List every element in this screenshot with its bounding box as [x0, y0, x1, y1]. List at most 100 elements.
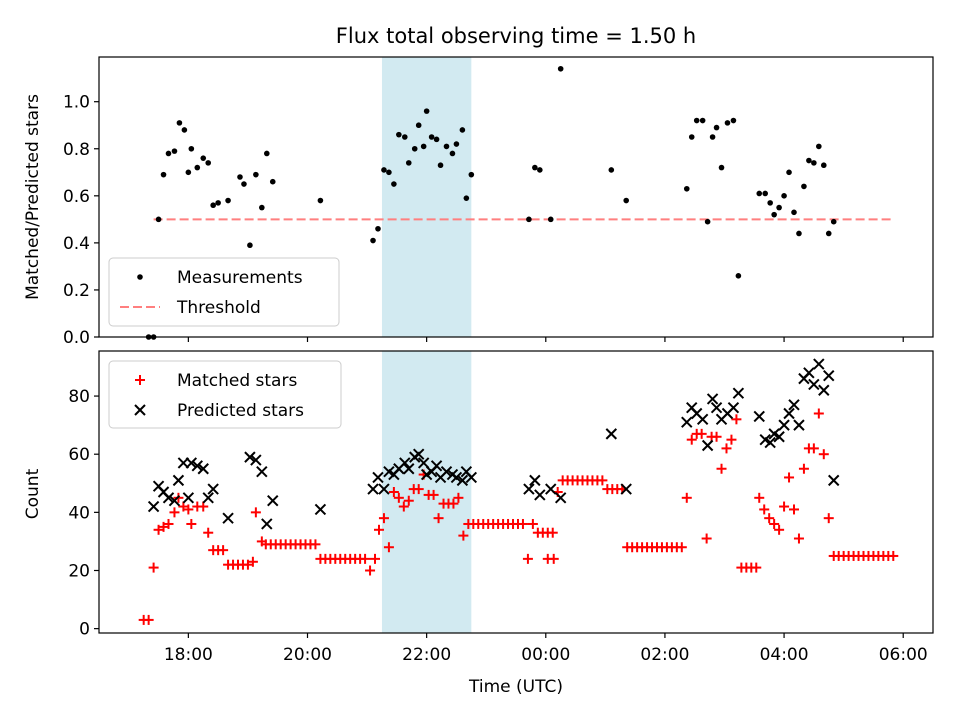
axes-frame-1 [98, 56, 934, 338]
legends: Measurements Threshold Matched stars Predic… [108, 257, 342, 429]
x-stroke [529, 474, 541, 487]
x-stroke [383, 465, 395, 478]
matched-stars-point [143, 614, 154, 625]
measurement-point [391, 181, 397, 187]
predicted-stars-point [783, 407, 795, 420]
predicted-stars-point [465, 471, 478, 484]
x-stroke [706, 393, 719, 405]
matched-stars-point [793, 533, 804, 544]
predicted-stars-point [430, 460, 443, 472]
x-stroke [788, 399, 800, 411]
x-stroke [250, 454, 262, 466]
measurement-point [724, 120, 731, 126]
x-stroke [202, 492, 214, 504]
matched-stars-point [774, 524, 785, 535]
x-tick-label: 04:00 [760, 645, 809, 665]
x-stroke [185, 457, 198, 469]
matched-stars-point [764, 513, 775, 524]
measurement-point [241, 181, 247, 187]
measurement-point [225, 197, 231, 204]
measurement-point [428, 134, 435, 140]
measurement-point [811, 160, 817, 166]
top-y-axis-label: Matched/Predicted stars [23, 94, 43, 300]
predicted-stars-point [818, 384, 830, 396]
measurement-point [386, 169, 392, 176]
x-stroke [399, 457, 411, 469]
matched-stars-point [681, 492, 692, 503]
measurement-point [713, 124, 720, 131]
matched-stars-point [365, 565, 376, 576]
matched-stars-point [798, 463, 809, 474]
predicted-stars-point [450, 471, 463, 484]
x-stroke [620, 483, 632, 495]
bottom-y-axis-label: Count [23, 468, 43, 519]
matched-stars-point [398, 501, 409, 512]
matched-stars-point [716, 463, 727, 474]
measurement-point [709, 134, 716, 140]
x-stroke [818, 384, 830, 396]
x-stroke [696, 413, 709, 426]
x-stroke [456, 474, 469, 487]
measurement-point [825, 230, 832, 237]
predicted-stars-point [605, 428, 618, 440]
x-stroke [783, 407, 795, 420]
x-stroke [147, 500, 160, 513]
matched-stars-point [751, 562, 762, 573]
matched-stars-point [169, 507, 180, 518]
x-stroke [314, 503, 327, 516]
matched-stars-point [360, 553, 371, 564]
x-stroke [403, 463, 415, 475]
measurement-point [459, 127, 466, 133]
matched-stars-point [517, 518, 528, 529]
matched-stars-point [726, 434, 737, 445]
matched-stars-point [813, 408, 824, 419]
measurement-point [791, 209, 797, 216]
top-y-tick-label: 0.6 [63, 187, 90, 207]
matched-stars-point [433, 513, 444, 524]
predicted-stars-point [764, 436, 776, 449]
measurement-point [683, 185, 690, 192]
x-tick-label: 22:00 [402, 645, 451, 665]
measurement-point [171, 148, 178, 154]
measurement-point [437, 162, 444, 169]
measurement-point [165, 150, 172, 157]
predicted-stars-point [793, 419, 805, 431]
x-stroke [813, 358, 825, 370]
measurement-point [756, 190, 763, 197]
measurement-point [200, 155, 207, 161]
predicted-stars-point [529, 474, 541, 487]
measurement-point [735, 273, 742, 279]
legend-threshold-label: Threshold [176, 298, 261, 318]
measurement-point [155, 216, 162, 223]
predicted-stars-point [250, 454, 262, 466]
matched-stars-point [784, 472, 795, 483]
measurement-point [449, 150, 456, 157]
bottom-y-tick-label: 40 [68, 503, 90, 523]
measurement-point [411, 145, 418, 152]
x-stroke [605, 428, 618, 440]
x-stroke [378, 483, 390, 495]
measurement-point [468, 171, 475, 178]
measurement-point [181, 127, 188, 133]
x-stroke [727, 401, 740, 414]
predicted-stars-point [706, 393, 719, 405]
measurement-point [718, 164, 725, 171]
predicted-stars-point [378, 483, 390, 495]
measurement-point [215, 200, 221, 206]
x-stroke [244, 451, 256, 463]
predicted-stars-point [261, 518, 273, 530]
predicted-stars-point [412, 448, 425, 460]
predicted-stars-point [710, 401, 723, 414]
measurement-point [443, 143, 450, 150]
predicted-stars-point [554, 492, 567, 504]
x-stroke [686, 401, 698, 414]
predicted-stars-point [545, 483, 557, 495]
measurement-point [253, 171, 259, 178]
axes-frame-2 [98, 350, 934, 634]
matched-stars-point [183, 504, 194, 515]
measurement-point [259, 204, 265, 211]
x-stroke [152, 480, 165, 492]
x-stroke [157, 486, 170, 498]
measurement-point [176, 120, 183, 126]
